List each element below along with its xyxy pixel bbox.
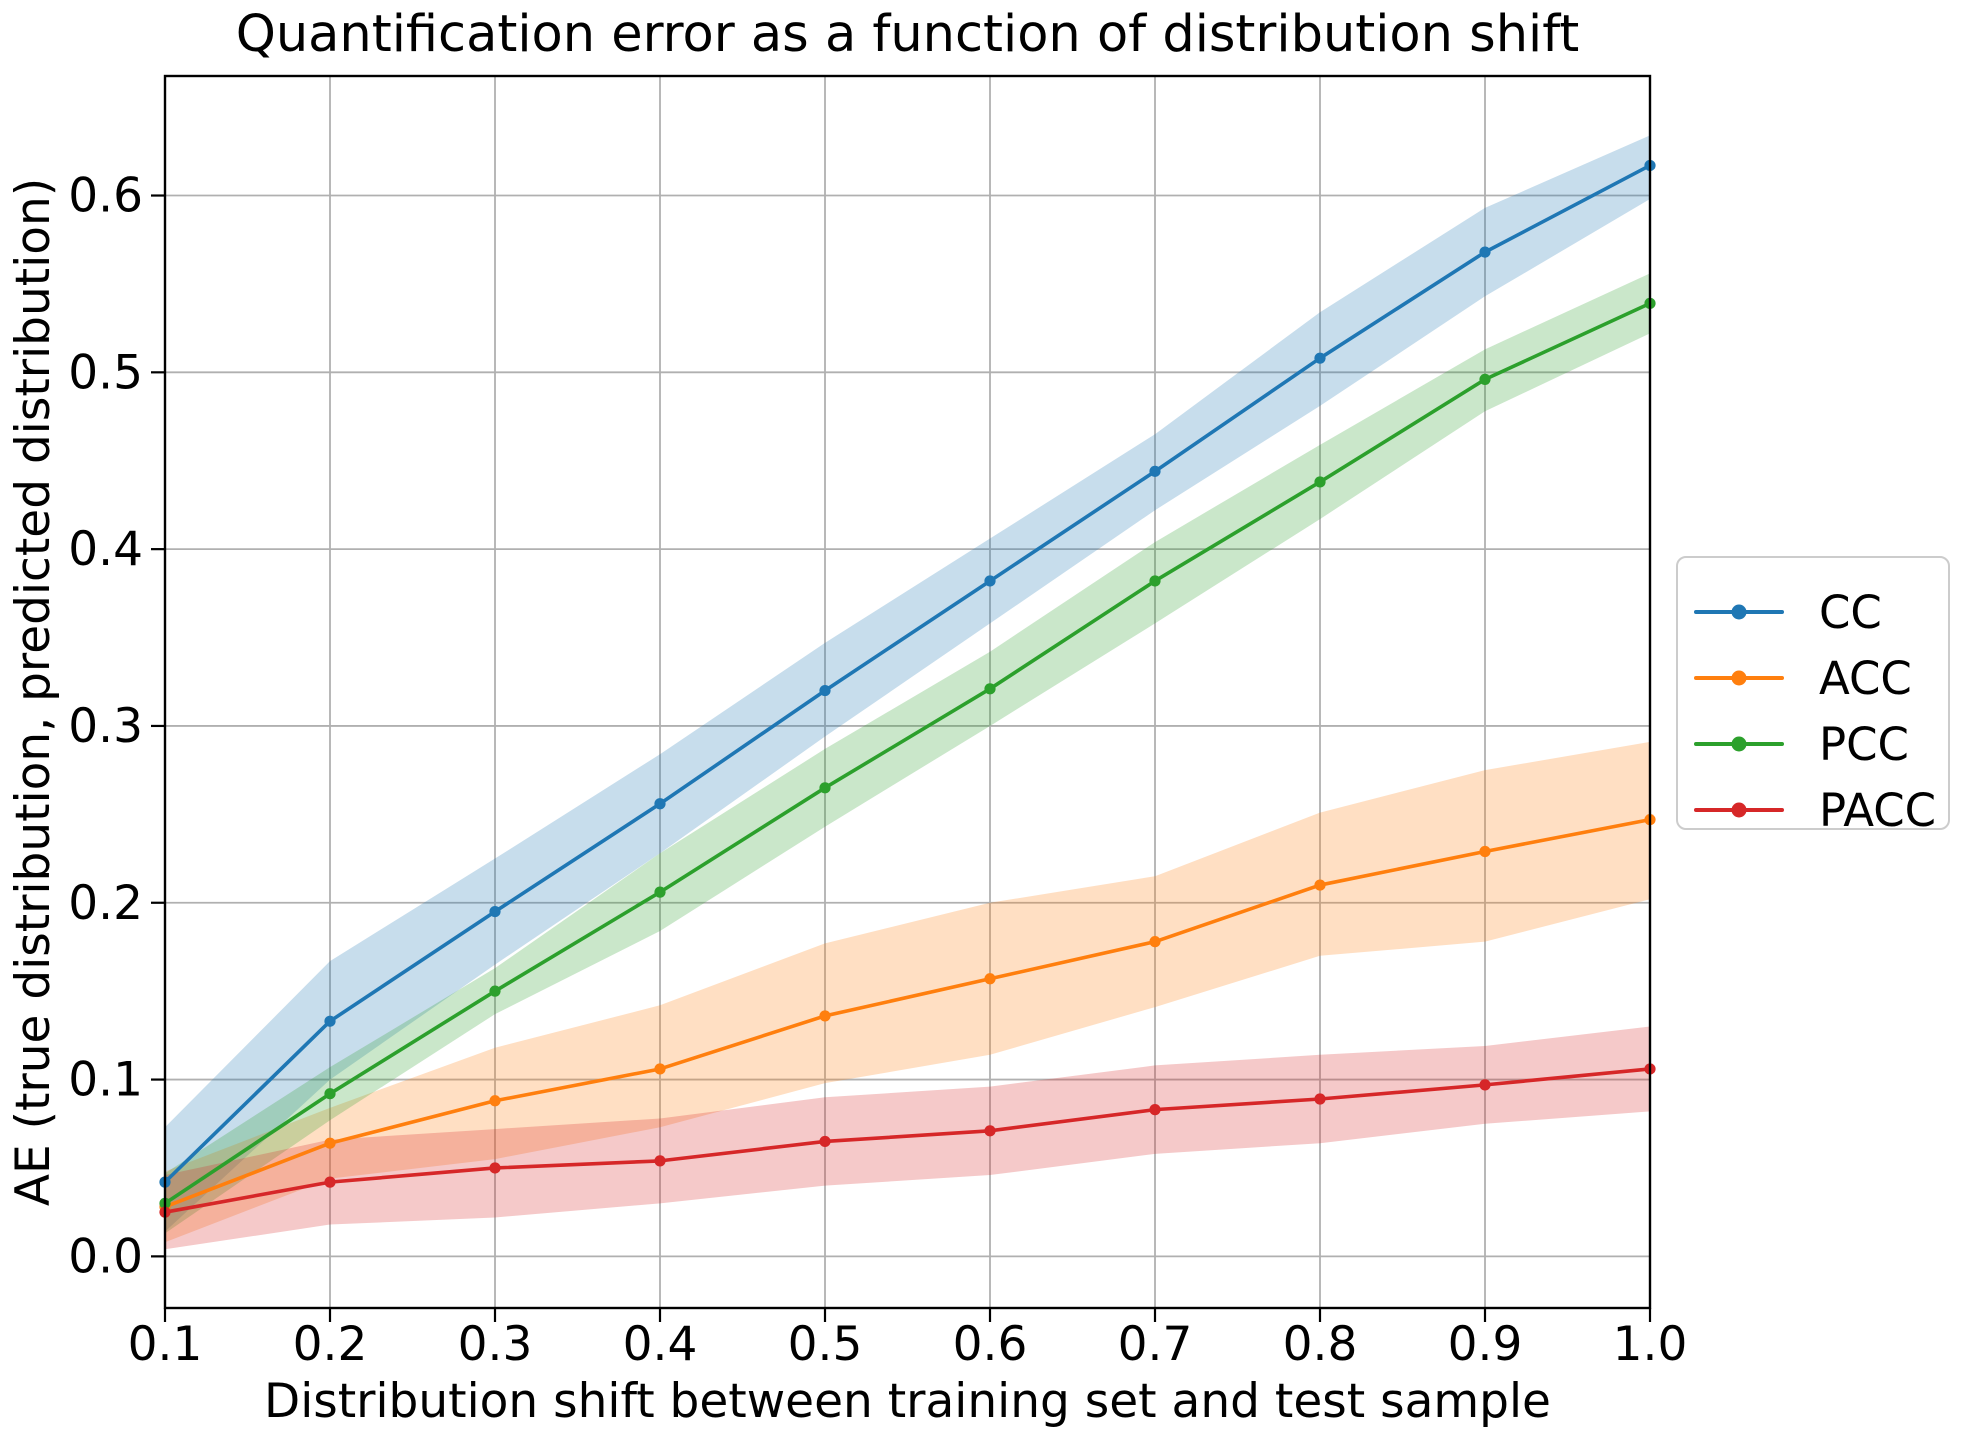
x-tick-label: 0.6	[953, 1317, 1028, 1372]
legend-item-pcc: PCC	[1678, 711, 1948, 777]
legend-label-pcc: PCC	[1819, 717, 1909, 771]
chart-title: Quantification error as a function of di…	[235, 5, 1580, 64]
pacc-marker	[1314, 1093, 1326, 1105]
pcc-marker	[1149, 575, 1161, 587]
x-axis-label: Distribution shift between training set …	[264, 1374, 1551, 1429]
legend-label-pacc: PACC	[1819, 783, 1937, 837]
acc-marker	[984, 973, 996, 985]
cc-line	[163, 163, 1652, 1184]
x-tick-label: 0.1	[128, 1317, 203, 1372]
y-tick-label: 0.2	[68, 876, 143, 931]
pacc-marker	[654, 1155, 666, 1167]
plot-border	[163, 74, 1652, 1310]
pacc-marker	[819, 1135, 831, 1148]
cc-marker	[1314, 352, 1326, 364]
x-tick-label: 0.5	[788, 1317, 863, 1372]
cc-confidence-band	[165, 135, 1650, 1232]
y-tick-label: 0.1	[68, 1053, 143, 1108]
cc-marker	[324, 1015, 336, 1027]
legend-item-pacc: PACC	[1678, 777, 1948, 843]
pacc-marker	[1149, 1104, 1161, 1116]
pacc-legend-line-sample	[1694, 802, 1784, 818]
legend-label-acc: ACC	[1819, 651, 1912, 705]
cc-legend-marker	[1731, 604, 1747, 620]
x-tick-label: 0.4	[623, 1317, 698, 1372]
y-tick-label: 0.5	[68, 345, 143, 400]
pacc-marker	[324, 1176, 336, 1188]
cc-marker	[819, 684, 831, 697]
legend: CC ACC PCC PACC	[1676, 556, 1950, 833]
cc-marker	[1479, 246, 1491, 258]
acc-line	[163, 817, 1652, 1209]
pacc-marker	[984, 1125, 996, 1137]
y-tick-label: 0.3	[68, 699, 143, 754]
acc-marker	[1149, 936, 1161, 948]
acc-legend-marker	[1731, 670, 1747, 686]
legend-label-cc: CC	[1819, 585, 1882, 639]
acc-marker	[654, 1063, 666, 1075]
x-tick-label: 0.9	[1448, 1317, 1523, 1372]
x-tick-label: 0.2	[293, 1317, 368, 1372]
acc-legend-line-sample	[1694, 670, 1784, 686]
acc-marker	[819, 1010, 831, 1022]
acc-marker	[324, 1137, 336, 1149]
pcc-marker	[984, 683, 996, 695]
x-tick-label: 0.3	[458, 1317, 533, 1372]
x-tick-label: 0.8	[1283, 1317, 1358, 1372]
cc-marker	[654, 798, 666, 810]
acc-marker	[1479, 845, 1491, 858]
pcc-marker	[1479, 373, 1491, 386]
y-tick-label: 0.6	[68, 169, 143, 224]
pacc-marker	[1479, 1079, 1491, 1091]
acc-marker	[1314, 879, 1326, 891]
pcc-legend-marker	[1731, 736, 1747, 752]
pcc-marker	[654, 886, 666, 898]
acc-marker	[489, 1095, 501, 1107]
pcc-marker	[1314, 476, 1326, 488]
pacc-legend-marker	[1731, 802, 1747, 818]
pcc-marker	[489, 985, 501, 997]
legend-item-acc: ACC	[1678, 645, 1948, 711]
pacc-line	[163, 1067, 1652, 1214]
y-tick-label: 0.0	[68, 1229, 143, 1284]
cc-legend-line-sample	[1694, 604, 1784, 620]
y-tick-label: 0.4	[68, 522, 143, 577]
pcc-legend-line-sample	[1694, 736, 1784, 752]
pacc-marker	[489, 1162, 501, 1174]
pcc-marker	[819, 782, 831, 794]
pcc-marker	[324, 1088, 336, 1100]
cc-marker	[984, 575, 996, 587]
legend-item-cc: CC	[1678, 579, 1948, 645]
acc-confidence-band	[165, 741, 1650, 1243]
cc-marker	[1149, 465, 1161, 477]
pcc-confidence-band	[165, 273, 1650, 1234]
x-tick-label: 1.0	[1613, 1317, 1688, 1372]
cc-marker	[489, 905, 501, 918]
x-tick-label: 0.7	[1118, 1317, 1193, 1372]
pcc-line	[163, 301, 1652, 1206]
